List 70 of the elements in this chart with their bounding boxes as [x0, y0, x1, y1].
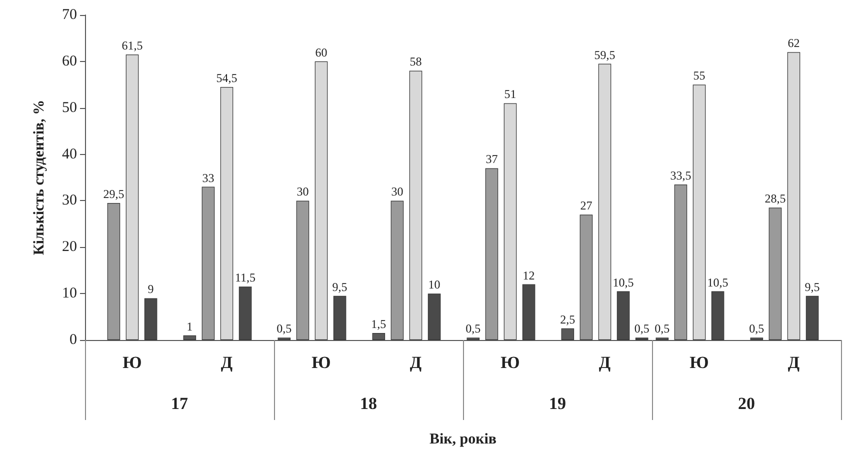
y-tick-label: 60	[62, 53, 77, 70]
data-label: 1,5	[371, 317, 386, 332]
y-tick-label: 40	[62, 146, 77, 162]
bar	[768, 208, 782, 340]
x-tick-label: Д	[410, 353, 422, 372]
x-tick-label: Ю	[312, 353, 331, 372]
data-label: 2,5	[560, 312, 576, 326]
bar	[692, 84, 706, 340]
data-label: 9,5	[332, 280, 348, 294]
data-label: 37	[486, 152, 498, 166]
data-label: 51	[504, 87, 516, 102]
bar	[107, 203, 120, 340]
data-label: 11,5	[235, 270, 256, 285]
bar	[674, 184, 688, 340]
bar	[485, 168, 498, 340]
data-label: 33	[202, 170, 214, 185]
x-tick-label: Ю	[500, 353, 520, 372]
bar	[580, 214, 593, 340]
data-label: 30	[391, 184, 404, 199]
data-label: 60	[315, 45, 328, 60]
bar	[296, 200, 310, 340]
text: 20	[738, 394, 755, 413]
data-label: 0,5	[276, 322, 292, 336]
x-tick-label: Ю	[690, 353, 709, 372]
text: 17	[171, 394, 188, 413]
x-tick-label: Д	[598, 353, 611, 372]
y-tick-label: 10	[62, 286, 77, 302]
data-label: 29,5	[103, 187, 124, 202]
data-label: 10,5	[612, 275, 634, 290]
x-tick-label: Д	[788, 353, 800, 372]
text: 18	[360, 394, 377, 413]
data-label: 59,5	[594, 48, 616, 62]
data-label: 30	[296, 184, 309, 199]
x-axis-title: Вік, років	[429, 432, 497, 448]
data-label: 33,5	[670, 168, 692, 182]
data-label: 28,5	[764, 192, 786, 206]
data-label: 9	[148, 282, 154, 296]
data-label: 1	[186, 319, 193, 334]
y-axis-title: Кількість студентів, %	[32, 100, 48, 256]
x-tick-label: Ю	[122, 353, 142, 372]
data-label: 55	[693, 68, 706, 83]
x-tick-label: Д	[220, 353, 233, 372]
bar	[598, 64, 612, 340]
data-label: 10,5	[707, 275, 728, 290]
data-label: 12	[522, 268, 535, 282]
bar	[504, 103, 517, 340]
y-tick-label: 50	[62, 100, 77, 116]
data-label: 10	[428, 278, 440, 292]
data-label: 54,5	[216, 70, 238, 85]
data-label: 0,5	[749, 322, 764, 336]
bar	[390, 200, 404, 340]
data-label: 61,5	[122, 38, 143, 52]
data-label: 0,5	[466, 322, 481, 336]
data-label: 0,5	[634, 322, 650, 336]
y-tick-label: 30	[62, 192, 77, 209]
data-label: 62	[788, 36, 800, 50]
bar	[314, 61, 328, 340]
y-tick-label: 0	[70, 332, 77, 348]
data-label: 58	[410, 54, 422, 69]
y-tick-label: 20	[62, 239, 77, 256]
bar	[220, 86, 234, 340]
data-label: 9,5	[804, 280, 820, 294]
y-tick-label: 70	[62, 7, 77, 23]
data-label: 0,5	[654, 322, 670, 336]
data-label: 27	[580, 198, 592, 213]
bar	[787, 52, 800, 340]
bar	[126, 54, 139, 340]
bar	[202, 186, 215, 340]
bar	[409, 70, 422, 340]
text: 19	[549, 394, 566, 413]
